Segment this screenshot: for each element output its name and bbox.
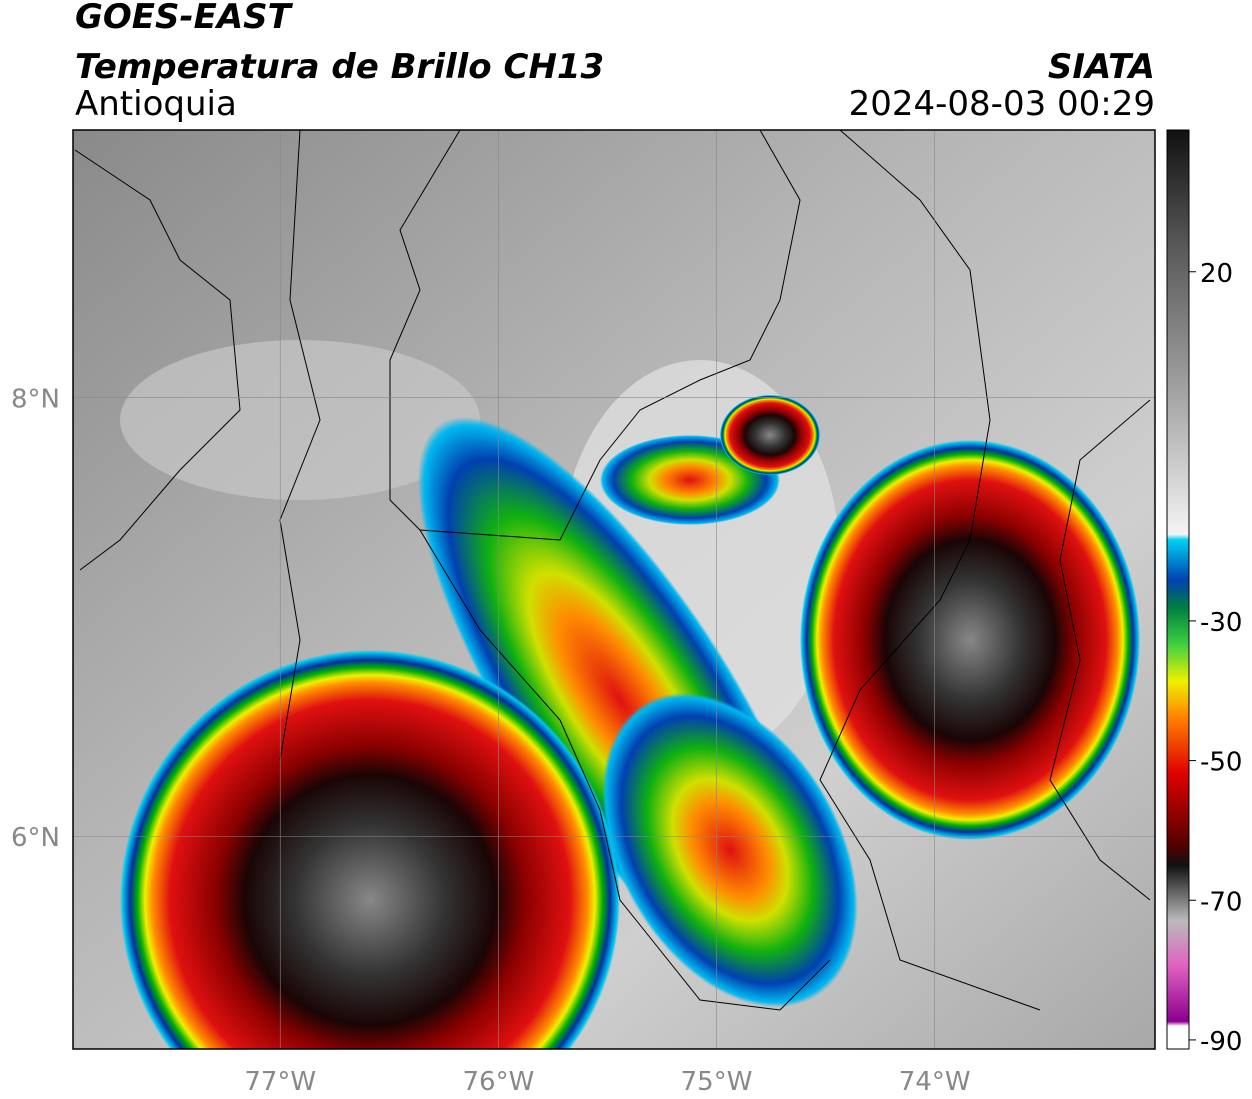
storm-cell [800, 440, 1140, 840]
map-image [73, 130, 1155, 1049]
borders [74, 130, 1151, 1011]
x-tick-label: 76°W [462, 1067, 534, 1097]
x-tick-label: 75°W [681, 1067, 753, 1097]
source-label: SIATA [1048, 47, 1155, 87]
convective-band [602, 692, 858, 1008]
tick-labels: 77°W 76°W 75°W 74°W 8°N 6°N 20 -30 -50 -70 -90 [11, 259, 1242, 1097]
datetime-label: 2024-08-03 00:29 [849, 84, 1155, 124]
colorbar-tick-label: -50 [1200, 748, 1242, 778]
storm-cell [120, 650, 620, 1049]
product-title: Temperatura de Brillo CH13 [75, 47, 604, 87]
region-label: Antioquia [75, 84, 237, 124]
y-tick-label: 8°N [11, 385, 60, 415]
map-frame [72, 129, 1156, 1050]
y-tick-label: 6°N [11, 823, 60, 853]
gridlines [73, 130, 1155, 1049]
colorbar-tick-label: -90 [1200, 1027, 1242, 1057]
colorbar-tick-label: 20 [1200, 259, 1233, 289]
colorbar [1166, 129, 1190, 1050]
colorbar-tick-label: -70 [1200, 887, 1242, 917]
x-tick-label: 74°W [899, 1067, 971, 1097]
satellite-title: GOES-EAST [75, 0, 294, 37]
storm-cell [720, 395, 820, 475]
colorbar-tick-label: -30 [1200, 608, 1242, 638]
x-tick-label: 77°W [244, 1067, 316, 1097]
